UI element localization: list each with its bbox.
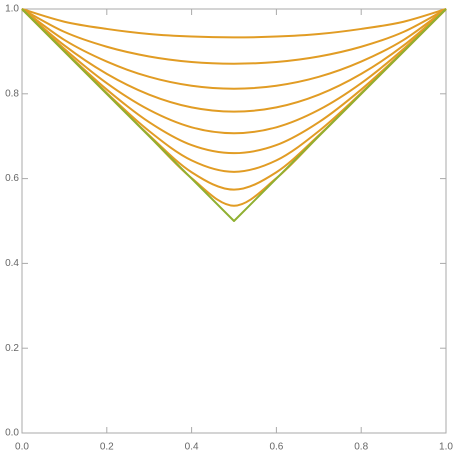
plot-frame <box>21 8 447 434</box>
x-tick-label: 0.0 <box>15 442 29 453</box>
line-series <box>21 8 447 39</box>
line-series <box>21 8 447 191</box>
y-tick-label: 0.6 <box>5 173 19 184</box>
x-tick-label: 1.0 <box>439 442 453 453</box>
x-tick-label: 0.8 <box>354 442 368 453</box>
line-series <box>21 8 447 155</box>
x-tick-label: 0.6 <box>269 442 283 453</box>
y-tick-label: 0.4 <box>5 258 19 269</box>
line-series <box>21 8 447 207</box>
line-series <box>21 8 447 222</box>
line-series <box>21 8 447 173</box>
x-tick-label: 0.2 <box>100 442 114 453</box>
line-series <box>21 8 447 113</box>
y-tick-label: 1.0 <box>5 4 19 15</box>
x-tick-label: 0.4 <box>185 442 199 453</box>
line-series <box>21 8 447 90</box>
y-tick-label: 0.8 <box>5 88 19 99</box>
line-series <box>21 8 447 135</box>
y-tick-label: 0.0 <box>5 428 19 439</box>
y-tick-label: 0.2 <box>5 343 19 354</box>
line-series <box>21 8 447 65</box>
